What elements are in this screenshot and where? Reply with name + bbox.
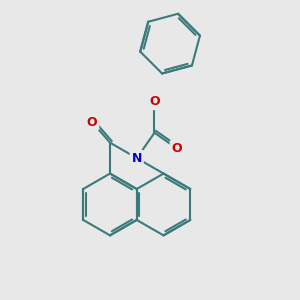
Text: O: O [149,95,160,108]
Text: O: O [87,116,98,129]
Text: N: N [132,152,142,165]
Text: O: O [172,142,182,155]
